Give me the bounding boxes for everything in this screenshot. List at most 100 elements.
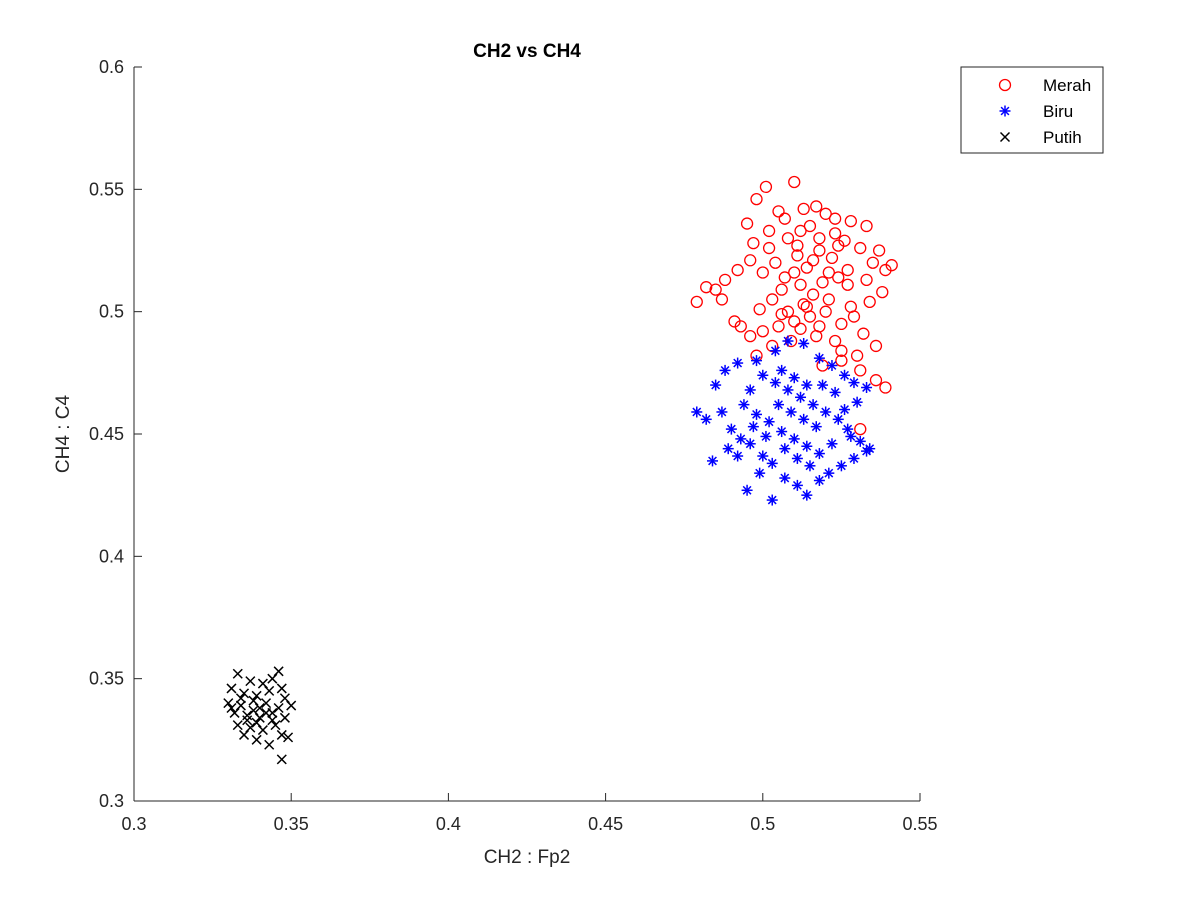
data-point <box>828 227 842 240</box>
data-point <box>283 732 294 743</box>
data-point <box>779 472 791 484</box>
data-point <box>869 339 883 353</box>
legend: Merah Biru Putih <box>960 66 1104 154</box>
data-point <box>860 273 873 287</box>
data-point <box>757 450 769 462</box>
y-tick-label: 0.35 <box>89 669 124 689</box>
series-biru <box>691 335 876 506</box>
data-point <box>800 261 813 274</box>
data-point <box>791 239 804 252</box>
data-point <box>239 729 250 740</box>
data-point <box>851 396 863 408</box>
legend-marker-merah <box>998 78 1012 92</box>
data-point <box>722 443 734 455</box>
data-point <box>276 754 287 765</box>
data-point <box>718 273 732 287</box>
data-point <box>822 293 835 306</box>
data-point <box>801 379 813 391</box>
data-point <box>766 457 778 469</box>
data-point <box>841 278 854 291</box>
axes: 0.3 0.35 0.4 0.45 0.5 0.55 0.3 0.35 0.4 0.45 0.5 0.… <box>89 57 938 834</box>
data-point <box>826 438 838 450</box>
data-point <box>844 214 857 228</box>
legend-marker-biru <box>999 105 1011 117</box>
data-point <box>756 266 769 279</box>
data-point <box>826 359 838 371</box>
data-point <box>751 355 763 367</box>
data-point <box>813 474 825 486</box>
legend-box <box>960 66 1104 154</box>
data-point <box>857 327 870 340</box>
data-point <box>839 404 851 416</box>
data-point <box>741 484 753 496</box>
data-point <box>801 489 813 501</box>
data-point <box>709 283 722 296</box>
data-point <box>242 715 253 726</box>
data-point <box>797 298 810 311</box>
data-point <box>738 399 750 411</box>
data-point <box>819 305 832 318</box>
data-point <box>794 224 807 238</box>
data-point <box>264 685 275 696</box>
data-point <box>710 379 722 391</box>
x-tick-label: 0.4 <box>436 814 461 834</box>
data-point <box>734 320 747 333</box>
data-point <box>700 281 713 294</box>
x-tick-label: 0.35 <box>274 814 309 834</box>
data-point <box>245 676 256 687</box>
y-tick-label: 0.6 <box>99 57 124 77</box>
data-point <box>798 337 810 349</box>
data-point <box>785 406 797 418</box>
data-point <box>776 426 788 438</box>
plot-area <box>223 175 898 765</box>
data-point <box>869 374 883 387</box>
data-point <box>242 710 253 721</box>
data-point <box>763 416 775 428</box>
data-point <box>747 421 759 433</box>
data-point <box>835 354 848 367</box>
data-point <box>744 438 756 450</box>
data-point <box>860 219 873 233</box>
data-point <box>691 406 703 418</box>
data-point <box>270 720 281 731</box>
data-point <box>813 320 826 333</box>
data-point <box>744 329 757 343</box>
data-point <box>773 399 785 411</box>
data-point <box>801 440 813 452</box>
data-point <box>251 690 262 701</box>
data-point <box>781 305 795 318</box>
data-point <box>854 435 866 447</box>
data-point <box>823 467 835 479</box>
data-point <box>731 263 744 277</box>
data-point <box>854 241 867 255</box>
data-point <box>754 467 766 479</box>
x-tick-label: 0.5 <box>750 814 775 834</box>
data-point <box>885 259 898 272</box>
data-point <box>810 421 822 433</box>
data-point <box>788 372 800 384</box>
x-tick-label: 0.3 <box>121 814 146 834</box>
data-point <box>778 271 791 284</box>
data-point <box>822 266 835 279</box>
y-tick-label: 0.4 <box>99 546 124 566</box>
data-point <box>735 433 747 445</box>
data-point <box>835 344 848 357</box>
series-putih <box>223 666 297 765</box>
data-point <box>750 192 763 206</box>
data-point <box>832 413 844 425</box>
data-point <box>690 295 703 309</box>
data-point <box>782 335 794 347</box>
data-point <box>813 244 826 257</box>
data-point <box>839 369 851 381</box>
data-point <box>864 443 876 455</box>
data-point <box>803 219 817 233</box>
legend-label-putih: Putih <box>1043 128 1082 147</box>
data-point <box>700 413 712 425</box>
y-axis-label: CH4 : C4 <box>53 395 74 474</box>
data-point <box>845 430 857 442</box>
data-point <box>261 698 272 709</box>
chart-title: CH2 vs CH4 <box>473 41 581 62</box>
data-point <box>832 271 845 284</box>
data-point <box>226 702 237 714</box>
